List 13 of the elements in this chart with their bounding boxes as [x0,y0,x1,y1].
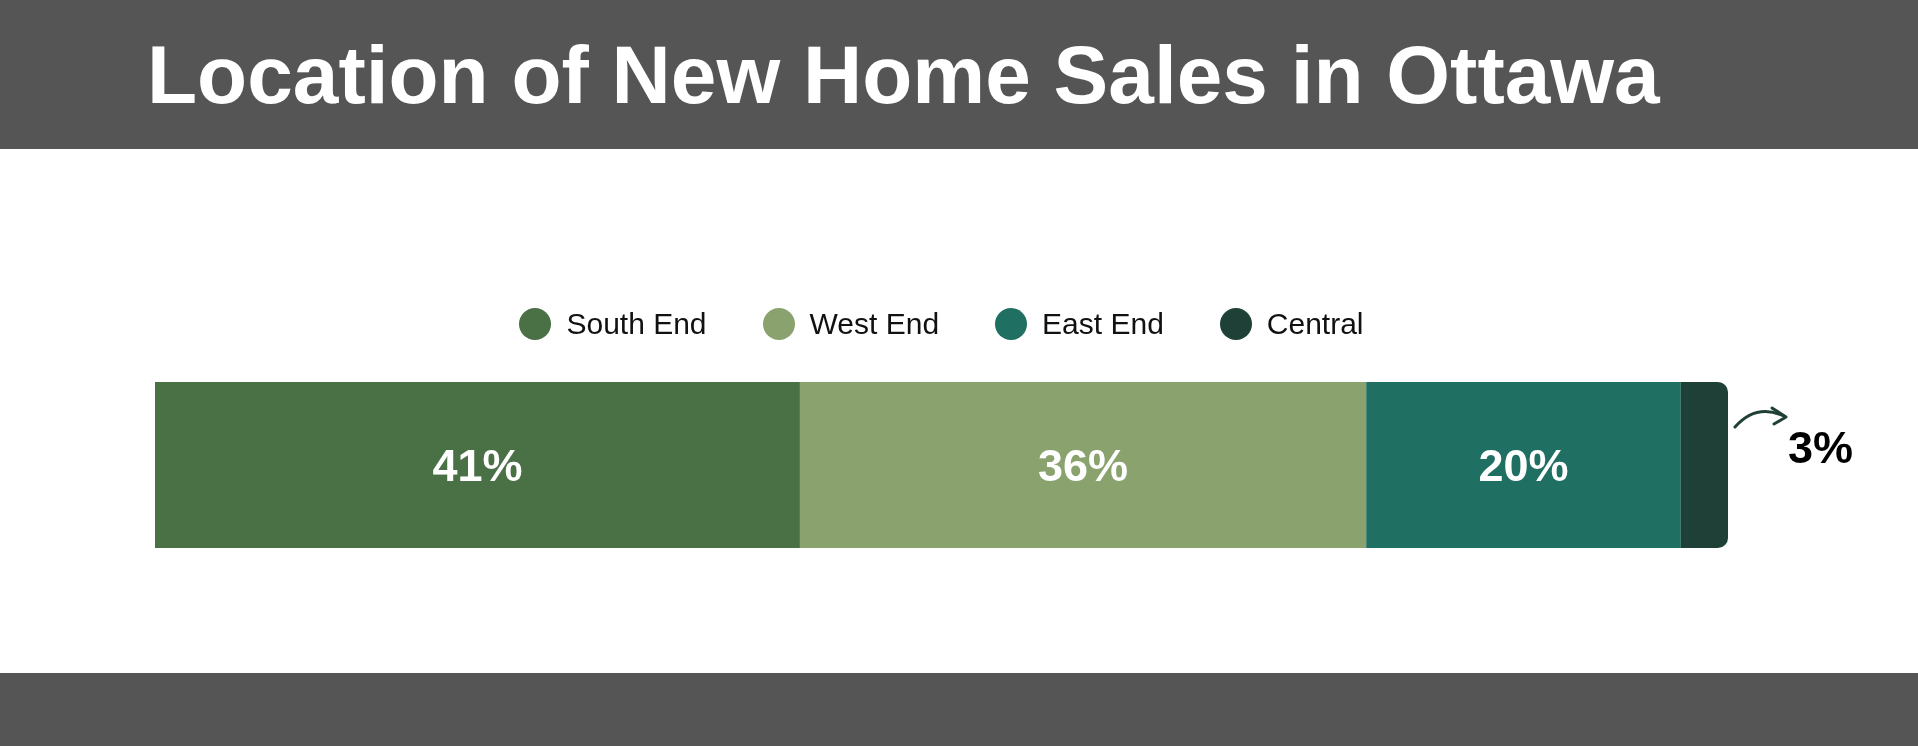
bar [1680,382,1728,548]
data-label: 20% [1478,439,1569,491]
data-label: 3% [1788,421,1854,473]
data-label: 36% [1038,439,1129,491]
bar [1366,382,1681,548]
data-label: 41% [432,439,523,491]
legend-label: Central [1266,307,1364,341]
legend-label: South End [566,307,707,341]
legend-label: East End [1042,307,1164,341]
legend-label: West End [809,307,940,341]
bar [799,382,1367,548]
bar [155,382,800,548]
chart-title: Location of New Home Sales in Ottawa [147,29,1660,120]
